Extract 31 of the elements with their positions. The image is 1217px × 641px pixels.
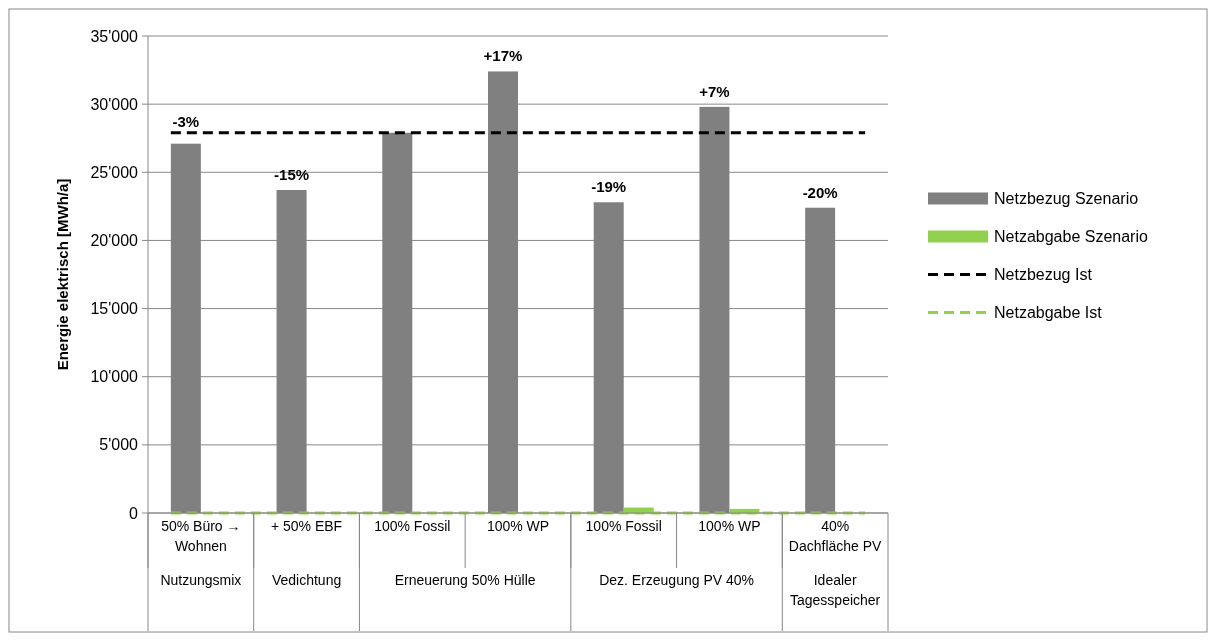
legend-label: Netzabgabe Szenario — [994, 228, 1148, 246]
legend-label: Netzbezug Szenario — [994, 190, 1139, 208]
text: Idealer Tagesspeicher — [790, 572, 881, 608]
y-tick-label: 10'000 — [90, 368, 139, 386]
y-tick-label: 0 — [129, 504, 139, 522]
text: Nutzungsmix — [160, 572, 242, 588]
y-tick-label: 20'000 — [90, 232, 139, 250]
annotation: +17% — [483, 47, 523, 65]
x-tick-label: 50% Büro → Wohnen — [161, 518, 241, 554]
annotation: +7% — [699, 82, 730, 100]
x-tick-label: 100% WP — [486, 518, 550, 534]
x-tick-label: + 50% EBF — [270, 518, 343, 534]
legend-label: Netzbezug Ist — [994, 266, 1093, 284]
text: Erneuerung 50% Hülle — [394, 572, 536, 588]
y-tick-label: 15'000 — [90, 300, 139, 318]
y-tick-label: 35'000 — [90, 27, 139, 45]
legend-label: Netzabgabe Ist — [994, 304, 1103, 322]
annotation: -15% — [274, 166, 310, 183]
y-tick-label: 5'000 — [99, 436, 139, 454]
x-tick-label: 100% Fossil — [374, 518, 451, 534]
annotation: -3% — [172, 112, 200, 130]
y-tick-label: 30'000 — [90, 95, 139, 113]
x-tick-label: 100% WP — [698, 518, 761, 534]
text: Dez. Erzeugung PV 40% — [599, 572, 755, 588]
annotation: -19% — [591, 178, 627, 196]
y-axis-title: Energie elektrisch [MWh/a] — [54, 178, 71, 371]
annotation: -20% — [802, 183, 838, 201]
x-tick-label: 40% Dachfläche PV — [788, 518, 883, 554]
y-tick-label: 25'000 — [90, 163, 139, 181]
x-tick-label: 100% Fossil — [585, 518, 662, 534]
text: Vedichtung — [271, 572, 342, 588]
